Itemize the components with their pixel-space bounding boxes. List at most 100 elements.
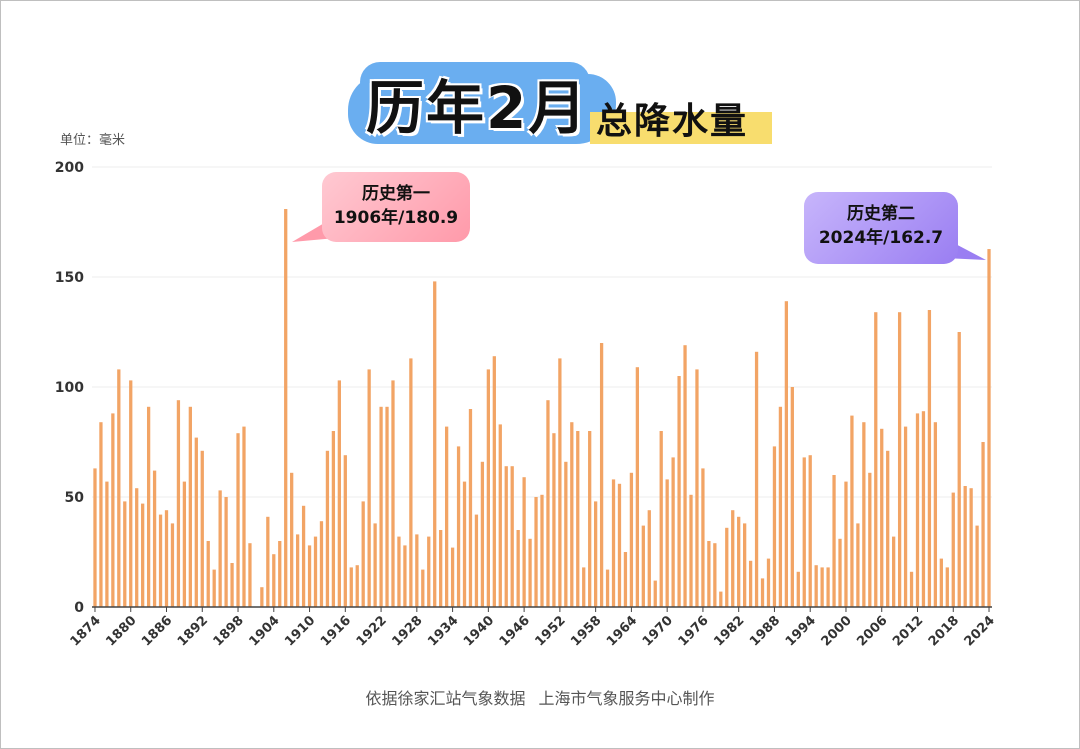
grid-lines	[92, 166, 992, 498]
chart-title: 历年2月 总降水量	[340, 62, 780, 158]
bar-2022	[975, 525, 979, 607]
bar-1986	[760, 578, 765, 607]
bar-2017	[945, 567, 949, 607]
bar-1880	[129, 380, 133, 607]
bar-2016	[939, 558, 943, 607]
bar-1934	[450, 547, 455, 607]
annotation-record-second: 历史第二 2024年/162.7	[804, 192, 958, 264]
bar-1891	[194, 437, 198, 607]
annotation-2-line2: 2024年/162.7	[818, 228, 944, 248]
bar-2003	[862, 422, 866, 607]
bar-2020	[963, 486, 967, 607]
bar-1996	[820, 567, 824, 607]
bar-1968	[653, 580, 657, 607]
bar-1900	[248, 543, 252, 607]
bar-1952	[558, 358, 562, 607]
bar-1984	[748, 560, 753, 607]
bar-1902	[260, 587, 264, 607]
bar-1932	[439, 530, 443, 607]
bar-1877	[111, 413, 115, 607]
bar-1919	[361, 501, 365, 607]
x-tick-label: 1898	[211, 613, 247, 649]
bar-1920	[367, 369, 371, 607]
bar-1993	[802, 457, 806, 607]
bar-1875	[99, 422, 103, 607]
bar-1909	[301, 505, 306, 607]
x-tick-label: 2000	[819, 613, 855, 649]
bar-1946	[522, 477, 526, 607]
bar-1923	[385, 406, 389, 607]
bar-1987	[766, 558, 771, 607]
bar-1921	[373, 523, 377, 607]
bar-2011	[909, 571, 914, 607]
bar-1887	[170, 523, 175, 607]
bar-2018	[951, 492, 955, 607]
bar-1883	[146, 406, 151, 607]
bar-2012	[915, 413, 920, 607]
x-tick-label: 2012	[890, 613, 926, 649]
x-tick-label: 1958	[568, 613, 604, 649]
bar-1974	[689, 494, 693, 607]
bar-1944	[510, 466, 514, 607]
bar-1962	[617, 483, 622, 607]
x-tick-label: 1922	[354, 613, 390, 649]
bar-1988	[772, 446, 777, 607]
bar-1947	[528, 538, 532, 607]
y-axis-ticks: 0 50 100 150 200	[55, 160, 84, 616]
bar-1978	[713, 543, 717, 607]
bar-1924	[391, 380, 395, 607]
bar-1997	[826, 567, 830, 607]
bar-1980	[725, 527, 729, 607]
bar-1886	[164, 510, 169, 607]
bar-1893	[206, 541, 210, 607]
bar-1911	[313, 536, 318, 607]
bar-1949	[540, 494, 544, 607]
bar-1915	[337, 380, 341, 607]
bar-1951	[552, 433, 556, 607]
bar-1991	[790, 387, 794, 607]
bar-1903	[266, 516, 270, 607]
bar-1957	[588, 431, 592, 607]
bar-1928	[415, 534, 419, 607]
title-main-text: 历年2月	[366, 74, 589, 142]
x-tick-label: 1940	[461, 613, 497, 649]
bar-2013	[921, 411, 926, 607]
bar-2023	[981, 442, 985, 607]
bar-1948	[534, 497, 538, 607]
bar-1874	[93, 468, 97, 607]
bar-1940	[486, 369, 490, 607]
bar-1979	[719, 591, 723, 607]
bar-1959	[599, 343, 604, 607]
x-tick-label: 1892	[175, 613, 211, 649]
bar-1922	[379, 406, 383, 607]
bar-1926	[403, 545, 407, 607]
bar-2004	[868, 472, 872, 607]
bar-1955	[576, 431, 580, 607]
bar-2019	[957, 332, 961, 607]
bar-2024	[987, 249, 991, 607]
annotation-1-line1: 历史第一	[362, 184, 430, 204]
bar-2010	[903, 426, 908, 607]
bar-1999	[838, 538, 842, 607]
x-axis-ticks: 1874 1880 1886 1892 1898 1904 1910 1916 1922 1928…	[68, 607, 998, 649]
bar-1953	[564, 461, 568, 607]
unit-label: 单位：毫米	[60, 133, 126, 148]
bar-1914	[331, 431, 336, 607]
bar-1918	[355, 565, 359, 607]
y-tick-label: 50	[65, 490, 85, 506]
bar-1876	[105, 481, 109, 607]
bar-1956	[582, 567, 586, 607]
x-tick-label: 1976	[676, 613, 712, 649]
bar-1966	[641, 525, 645, 607]
x-tick-label: 1928	[389, 613, 425, 649]
bar-1981	[731, 510, 735, 607]
y-tick-label: 0	[74, 600, 84, 616]
bar-1971	[671, 457, 675, 607]
x-tick-label: 1910	[282, 613, 318, 649]
bar-1950	[546, 400, 550, 607]
bar-1895	[218, 490, 222, 607]
bar-1939	[480, 461, 485, 607]
bar-1975	[695, 369, 699, 607]
bar-1943	[504, 466, 508, 607]
